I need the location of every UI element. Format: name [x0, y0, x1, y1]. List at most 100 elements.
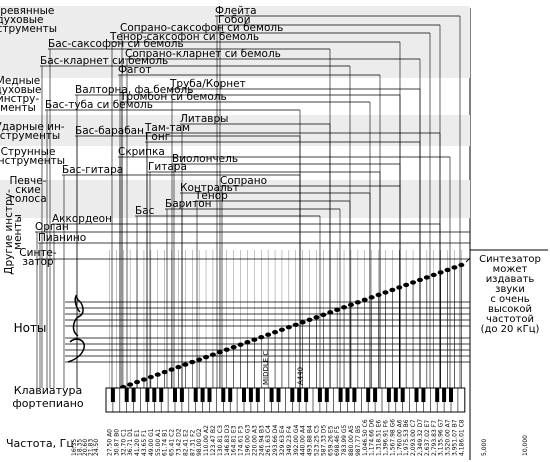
bass-clef: [67, 338, 85, 363]
synth-note-line: с очень: [490, 294, 529, 305]
sub-frequency-label: 18.35: [77, 439, 84, 456]
frequency-label: 146.83 D3: [224, 424, 231, 456]
frequency-label: Частота, Гц: [6, 437, 74, 450]
frequency-label: 32.70 C1: [120, 429, 127, 456]
synth-note-line: Синтезатор: [479, 254, 541, 265]
group-band: [0, 115, 470, 146]
group-label-line: инструменты: [0, 155, 65, 167]
frequency-label: 1,174.66 D6: [369, 419, 376, 456]
sub-frequency-label: 24.50: [93, 439, 100, 456]
frequency-label: 30.87 B0: [113, 429, 120, 456]
note: [175, 364, 182, 370]
instrument-label: Тенор-саксофон си бемоль: [109, 31, 259, 43]
group-label: Медныедуховыеинстру-менты: [0, 75, 42, 114]
instrument-label: Сопрано-кларнет си бемоль: [125, 48, 281, 60]
note: [189, 359, 196, 365]
synth-note: Синтезатор может издавать звуки с очень высок…: [479, 254, 541, 335]
note: [285, 325, 292, 330]
frequency-label: 87.31 F2: [189, 429, 196, 456]
group-label: Другие инстру-менты: [3, 189, 24, 275]
instrument-label: Сопрано-саксофон си бемоль: [120, 22, 283, 34]
instrument-label: Там-там: [144, 122, 190, 134]
note: [410, 280, 417, 285]
group-label-line: голоса: [9, 193, 46, 205]
frequency-label: 1,318.51 E6: [376, 420, 383, 456]
frequency-label: 523.25 C5: [313, 425, 320, 456]
instrument-label: Баритон: [165, 198, 212, 210]
instrument-label: Скрипка: [118, 146, 165, 158]
frequency-label: 43.65 F1: [141, 429, 148, 456]
sub-frequency-label: 16.35: [71, 439, 78, 456]
note: [444, 267, 451, 273]
frequency-label: 440.00 A4: [300, 425, 307, 456]
group-label-line: инструменты: [0, 23, 57, 35]
note: [396, 285, 403, 290]
note: [154, 372, 161, 377]
frequency-label: 123.47 B2: [210, 425, 217, 456]
frequency-label: 493.88 B4: [307, 425, 314, 456]
frequency-label: 2,793.83 F7: [431, 420, 438, 456]
frequency-label: 174.61 F3: [238, 426, 245, 456]
instrument-label: Контральт: [180, 182, 239, 194]
instrument-label: Тенор: [194, 190, 228, 202]
frequency-label: 4,186.01 C8: [458, 419, 465, 456]
frequency-label: 349.23 F4: [286, 426, 293, 456]
instrument-label: Синте-затор: [19, 247, 57, 268]
frequency-label: 246.94 B3: [258, 425, 265, 456]
frequency-label: 3,951.07 B7: [451, 419, 458, 456]
instrument-label: Труба/Корнет: [169, 78, 246, 90]
frequency-label: 73.42 D2: [175, 428, 182, 456]
synth-extension: [465, 257, 471, 263]
scale-mark: 5,000: [481, 439, 488, 456]
instrument-label: Бас-кларнет си бемоль: [40, 55, 168, 67]
frequency-label: 2,349.32 D7: [417, 419, 424, 456]
synth-note-line: может: [493, 264, 528, 275]
sub-frequency-label: 21.83: [88, 439, 95, 456]
instrument-label: Пианино: [38, 232, 86, 244]
synth-note-line: (до 20 кГц): [481, 324, 540, 335]
frequency-label: 1,396.91 F6: [382, 420, 389, 456]
frequency-label: 261.63 C4: [265, 425, 272, 456]
group-label-line: Певче-: [10, 175, 47, 187]
note: [389, 287, 396, 293]
frequency-label: 1,567.98 G6: [389, 419, 396, 456]
note: [223, 347, 230, 352]
note: [278, 327, 285, 332]
group-label-line: ские: [15, 184, 40, 196]
instrument-label: Бас-барабан: [75, 125, 144, 137]
keyboard-label: Клавиатура фортепиано: [12, 384, 84, 410]
note: [265, 332, 272, 337]
frequency-label: 987.77 B5: [355, 425, 362, 456]
frequency-label: 220.00 A3: [251, 425, 258, 456]
instrument-label: Аккордеон: [52, 213, 112, 225]
instrument-label: Бас: [135, 205, 155, 217]
frequency-label: 41.20 E1: [134, 429, 141, 456]
group-label: Струнныеинструменты: [0, 146, 65, 167]
group-label: Певче-ские голоса: [9, 175, 46, 205]
note: [320, 312, 327, 318]
instrument-label: Гонг: [145, 131, 170, 143]
note: [209, 352, 216, 357]
frequency-label: 2,637.02 E7: [424, 420, 431, 456]
frequency-label: 130.81 C3: [217, 425, 224, 456]
instrument-label: Флейта: [215, 5, 257, 17]
frequency-label: 49.00 G1: [148, 428, 155, 456]
keyboard-label-line: Клавиатура: [14, 384, 83, 397]
frequency-label: 880.00 A5: [348, 425, 355, 456]
instrument-label: Литавры: [180, 113, 228, 125]
note: [168, 367, 175, 372]
group-label-line: менты: [12, 214, 24, 250]
frequency-label: 659.26 E5: [327, 425, 334, 456]
group-label: Деревянныедуховыеинструменты: [0, 5, 57, 35]
note: [375, 292, 382, 298]
group-label-line: менты: [0, 102, 36, 114]
frequency-label: 164.81 E3: [231, 425, 238, 456]
group-label-line: инстру-: [0, 93, 39, 105]
group-label-line: Другие инстру-: [3, 189, 15, 275]
instrument-label: Виолончель: [172, 153, 238, 165]
frequency-label: 2,093.00 C7: [410, 419, 417, 456]
synth-note-line: звуки: [495, 284, 525, 295]
frequency-label: 392.00 G4: [293, 424, 300, 456]
middle-c-label: MIDDLE C: [262, 351, 270, 385]
